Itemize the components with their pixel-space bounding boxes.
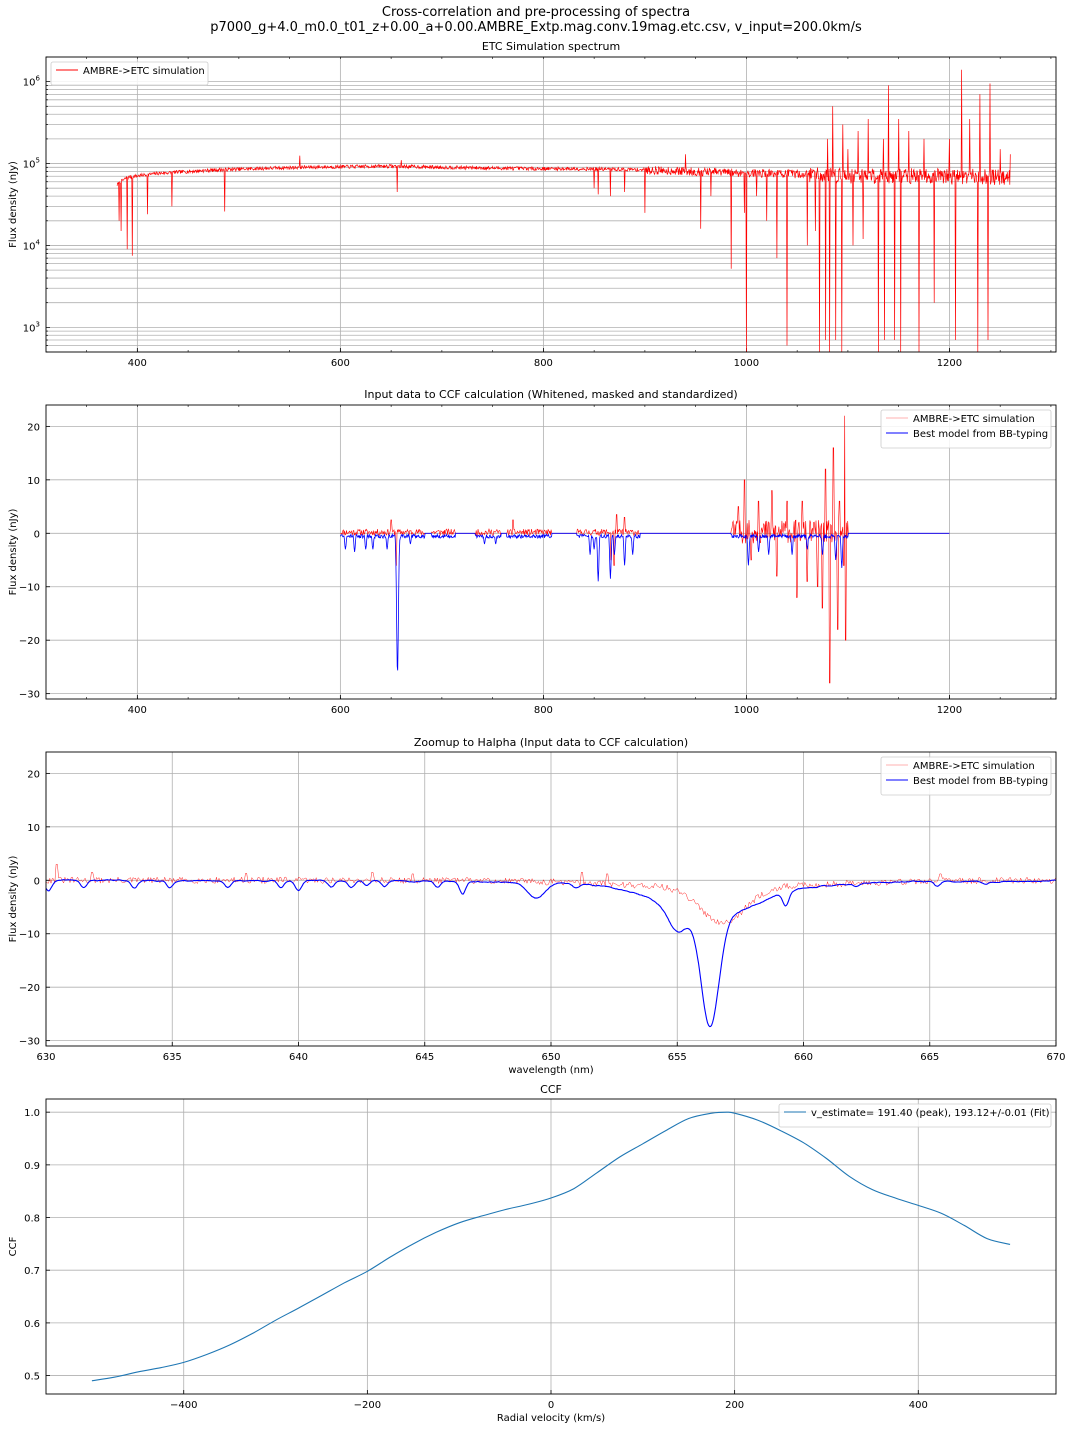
series-line-etc-simulation [340, 415, 950, 684]
y-tick-label: −10 [19, 930, 40, 941]
legend-entry: Best model from BB-typing [913, 429, 1048, 440]
legend-frame [778, 1103, 1052, 1128]
x-axis-label: wavelength (nm) [508, 1065, 593, 1076]
axes-frame-4 [45, 1098, 1057, 1395]
x-tick-label: 1000 [734, 705, 759, 716]
x-tick-label: −400 [170, 1400, 197, 1411]
y-axis-label: Flux density (nJy) [8, 855, 19, 942]
axes-1: 400 600 800 1000 1200 103 104 105 106 ETC Simulat… [8, 40, 1056, 369]
y-tick-label: 103 [23, 320, 40, 334]
figure-suptitle-line1: Cross-correlation and pre-processing of … [381, 5, 691, 20]
x-tick-label: 800 [534, 358, 553, 369]
y-tick-label: −30 [19, 690, 40, 701]
series-line-best-model [46, 879, 1056, 1028]
y-tick-label: 10 [27, 476, 40, 487]
y-tick-label: 20 [27, 769, 40, 780]
legend-entry: AMBRE->ETC simulation [83, 66, 205, 77]
y-axis-label: Flux density (nJy) [8, 161, 19, 248]
legend-frame [880, 756, 1052, 796]
y-tick-label: −10 [19, 583, 40, 594]
chart-title: CCF [540, 1083, 562, 1096]
x-tick-label: 645 [415, 1052, 434, 1063]
x-tick-label: 1200 [937, 705, 962, 716]
y-tick-label: 105 [23, 157, 40, 171]
y-axis-label: Flux density (nJy) [8, 508, 19, 595]
y-tick-label: 20 [27, 422, 40, 433]
x-tick-label: 0 [548, 1400, 554, 1411]
legend-entry: AMBRE->ETC simulation [913, 761, 1035, 772]
legend: AMBRE->ETC simulation Best model from BB-… [880, 409, 1052, 449]
axes-frame-1 [45, 56, 1057, 353]
x-tick-label: 660 [794, 1052, 813, 1063]
series-line-etc-simulation [116, 69, 1011, 352]
series-line-etc-simulation [46, 864, 1056, 926]
axes-frame-2 [45, 404, 1057, 700]
y-axis-label: CCF [8, 1236, 19, 1256]
x-tick-label: 640 [289, 1052, 308, 1063]
y-tick-label: 1.0 [24, 1108, 40, 1119]
y-tick-label: −30 [19, 1037, 40, 1048]
x-tick-label: −200 [354, 1400, 381, 1411]
y-tick-label: 10 [27, 823, 40, 834]
chart-title: Input data to CCF calculation (Whitened,… [364, 388, 737, 401]
axes-frame-3 [45, 751, 1057, 1047]
legend: AMBRE->ETC simulation [50, 61, 209, 86]
y-tick-label: 0.6 [24, 1319, 40, 1330]
legend-entry: AMBRE->ETC simulation [913, 414, 1035, 425]
x-tick-label: 800 [534, 705, 553, 716]
y-tick-label: 106 [23, 75, 41, 89]
y-tick-label: −20 [19, 983, 40, 994]
figure-suptitle-line2: p7000_g+4.0_m0.0_t01_z+0.00_a+0.00.AMBRE… [210, 20, 862, 35]
legend-entry: v_estimate= 191.40 (peak), 193.12+/-0.01… [811, 1108, 1050, 1119]
legend: v_estimate= 191.40 (peak), 193.12+/-0.01… [778, 1103, 1052, 1128]
y-tick-label: 0.9 [24, 1161, 40, 1172]
axes-2: 400 600 800 1000 1200 −30 −20 −10 0 10 20 Input dat… [8, 388, 1056, 716]
x-tick-label: 1200 [937, 358, 962, 369]
x-tick-label: 200 [725, 1400, 744, 1411]
x-tick-label: 400 [909, 1400, 928, 1411]
x-tick-label: 650 [541, 1052, 560, 1063]
y-tick-label: 0 [34, 529, 40, 540]
x-tick-label: 400 [128, 705, 147, 716]
x-axis-label: Radial velocity (km/s) [497, 1413, 605, 1424]
y-tick-label: 104 [23, 238, 41, 252]
y-tick-label: 0.8 [24, 1214, 40, 1225]
legend-entry: Best model from BB-typing [913, 776, 1048, 787]
legend: AMBRE->ETC simulation Best model from BB-… [880, 756, 1052, 796]
x-tick-label: 600 [331, 705, 350, 716]
x-tick-label: 665 [920, 1052, 939, 1063]
chart-title: ETC Simulation spectrum [482, 40, 620, 53]
y-tick-label: 0.5 [24, 1372, 40, 1383]
legend-frame [880, 409, 1052, 449]
x-tick-label: 635 [163, 1052, 182, 1063]
chart-title: Zoomup to Halpha (Input data to CCF calc… [414, 736, 688, 749]
y-tick-label: 0.7 [24, 1266, 40, 1277]
x-tick-label: 400 [128, 358, 147, 369]
axes-4: −400 −200 0 200 400 0.5 0.6 0.7 0.8 0.9 1.0 CCF CCF R… [8, 1083, 1056, 1424]
y-tick-label: 0 [34, 876, 40, 887]
x-tick-label: 600 [331, 358, 350, 369]
legend-frame [50, 61, 209, 86]
series-line-best-model [340, 532, 950, 671]
y-tick-label: −20 [19, 636, 40, 647]
x-tick-label: 655 [668, 1052, 687, 1063]
x-tick-label: 670 [1046, 1052, 1065, 1063]
x-tick-label: 630 [36, 1052, 55, 1063]
series-line-ccf [91, 1111, 1011, 1382]
x-tick-label: 1000 [734, 358, 759, 369]
